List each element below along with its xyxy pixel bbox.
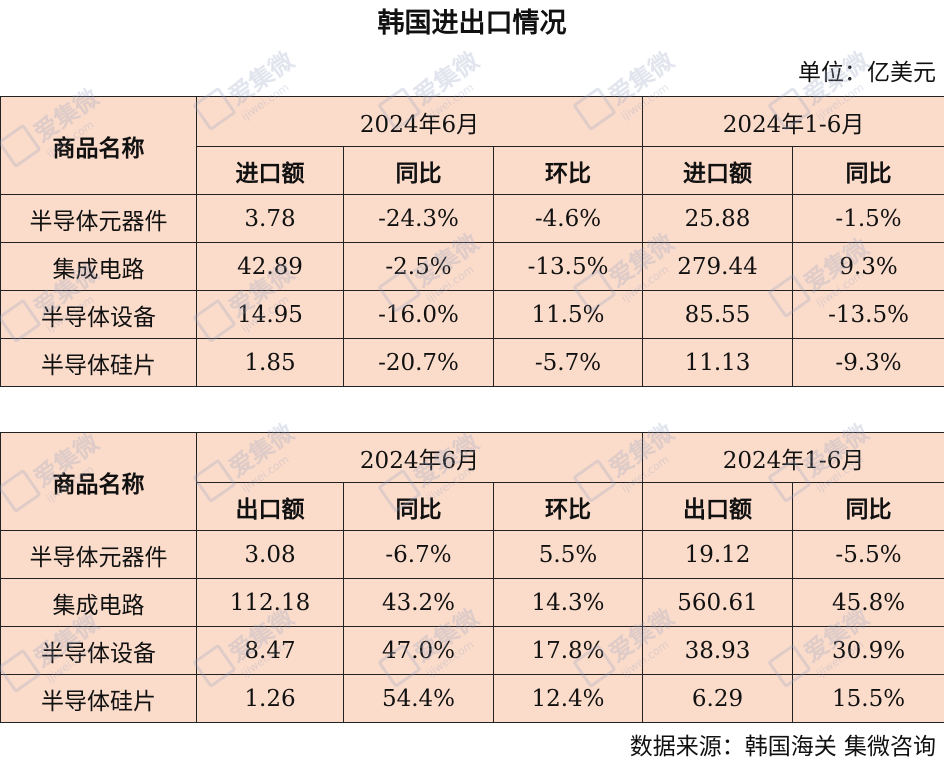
table-row: 半导体硅片 1.85 -20.7% -5.7% 11.13 -9.3% <box>0 338 944 387</box>
period-ytd-header: 2024年1-6月 <box>642 432 944 483</box>
table-cell: 3.08 <box>196 530 344 579</box>
table-row: 半导体设备 8.47 47.0% 17.8% 38.93 30.9% <box>0 626 944 675</box>
table-row: 半导体元器件 3.08 -6.7% 5.5% 19.12 -5.5% <box>0 530 944 579</box>
table-cell: 8.47 <box>196 626 344 675</box>
table-cell: -13.5% <box>792 290 944 339</box>
table-cell: 1.26 <box>196 674 344 723</box>
table-cell: 3.78 <box>196 194 344 243</box>
row-label: 半导体硅片 <box>0 338 197 387</box>
column-header: 环比 <box>492 482 644 531</box>
import-table: 商品名称 2024年6月 2024年1-6月 进口额 同比 环比 进口额 同比 … <box>0 96 944 387</box>
table-cell: 25.88 <box>642 194 794 243</box>
column-header: 出口额 <box>196 482 344 531</box>
period-ytd-header: 2024年1-6月 <box>642 96 944 147</box>
column-header: 环比 <box>492 146 644 195</box>
table-cell: 11.13 <box>642 338 794 387</box>
table-row: 半导体设备 14.95 -16.0% 11.5% 85.55 -13.5% <box>0 290 944 339</box>
column-header: 进口额 <box>196 146 344 195</box>
table-cell: 15.5% <box>792 674 944 723</box>
table-cell: 17.8% <box>492 626 644 675</box>
column-header: 出口额 <box>642 482 794 531</box>
table-cell: -5.7% <box>492 338 644 387</box>
page-title: 韩国进出口情况 <box>377 8 567 39</box>
table-row: 集成电路 112.18 43.2% 14.3% 560.61 45.8% <box>0 578 944 627</box>
table-cell: 85.55 <box>642 290 794 339</box>
table-cell: 19.12 <box>642 530 794 579</box>
table-cell: -5.5% <box>792 530 944 579</box>
table-cell: -4.6% <box>492 194 644 243</box>
table-cell: 5.5% <box>492 530 644 579</box>
row-label: 集成电路 <box>0 242 197 291</box>
row-label: 集成电路 <box>0 578 197 627</box>
category-header: 商品名称 <box>0 432 197 531</box>
table-cell: 14.3% <box>492 578 644 627</box>
table-cell: 12.4% <box>492 674 644 723</box>
column-header: 同比 <box>792 482 944 531</box>
table-cell: -13.5% <box>492 242 644 291</box>
table-cell: 1.85 <box>196 338 344 387</box>
table-cell: 279.44 <box>642 242 794 291</box>
table-row: 半导体元器件 3.78 -24.3% -4.6% 25.88 -1.5% <box>0 194 944 243</box>
column-header: 同比 <box>343 482 494 531</box>
column-header: 同比 <box>343 146 494 195</box>
row-label: 半导体设备 <box>0 626 197 675</box>
table-row: 半导体硅片 1.26 54.4% 12.4% 6.29 15.5% <box>0 674 944 723</box>
table-cell: 14.95 <box>196 290 344 339</box>
table-cell: 30.9% <box>792 626 944 675</box>
table-cell: 11.5% <box>492 290 644 339</box>
row-label: 半导体硅片 <box>0 674 197 723</box>
table-cell: 6.29 <box>642 674 794 723</box>
category-header: 商品名称 <box>0 96 197 195</box>
table-cell: 560.61 <box>642 578 794 627</box>
export-table: 商品名称 2024年6月 2024年1-6月 出口额 同比 环比 出口额 同比 … <box>0 432 944 723</box>
table-cell: 42.89 <box>196 242 344 291</box>
column-header: 进口额 <box>642 146 794 195</box>
table-cell: 43.2% <box>343 578 494 627</box>
table-cell: 54.4% <box>343 674 494 723</box>
period-month-header: 2024年6月 <box>195 432 644 483</box>
table-cell: 9.3% <box>792 242 944 291</box>
table-cell: 112.18 <box>196 578 344 627</box>
table-cell: -20.7% <box>343 338 494 387</box>
row-label: 半导体元器件 <box>0 194 197 243</box>
table-header-row: 商品名称 2024年6月 2024年1-6月 <box>0 96 944 195</box>
period-month-header: 2024年6月 <box>195 96 644 147</box>
table-cell: 47.0% <box>343 626 494 675</box>
row-label: 半导体元器件 <box>0 530 197 579</box>
table-cell: -2.5% <box>343 242 494 291</box>
source-note: 数据来源：韩国海关 集微咨询 <box>629 734 936 760</box>
table-cell: 45.8% <box>792 578 944 627</box>
table-cell: -24.3% <box>343 194 494 243</box>
table-cell: -6.7% <box>343 530 494 579</box>
table-cell: -16.0% <box>343 290 494 339</box>
table-subheader-row: 出口额 同比 环比 出口额 同比 <box>1 482 944 531</box>
table-row: 集成电路 42.89 -2.5% -13.5% 279.44 9.3% <box>0 242 944 291</box>
table-cell: 38.93 <box>642 626 794 675</box>
unit-label: 单位：亿美元 <box>798 60 936 86</box>
table-cell: -9.3% <box>792 338 944 387</box>
row-label: 半导体设备 <box>0 290 197 339</box>
table-cell: -1.5% <box>792 194 944 243</box>
table-header-row: 商品名称 2024年6月 2024年1-6月 <box>0 432 944 531</box>
column-header: 同比 <box>792 146 944 195</box>
